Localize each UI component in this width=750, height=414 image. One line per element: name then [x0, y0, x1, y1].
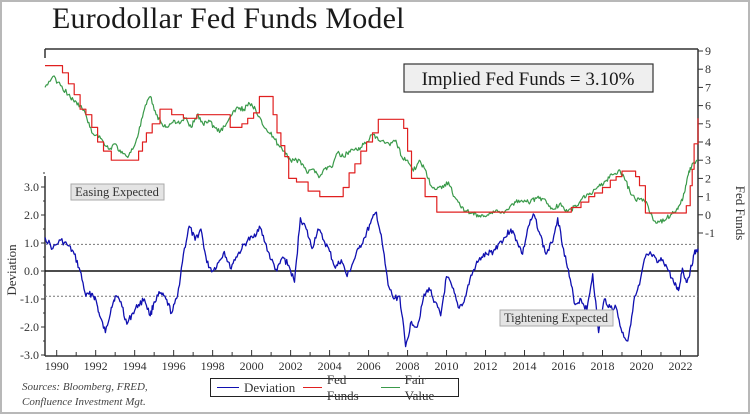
y-right-tick-label: 1 — [705, 190, 711, 204]
x-tick-label: 1992 — [84, 359, 108, 373]
y-right-tick-label: 3 — [705, 153, 711, 167]
x-tick-label: 2006 — [357, 359, 381, 373]
implied-fed-funds-box: Implied Fed Funds = 3.10% — [403, 63, 654, 93]
y-left-tick-label: 1.0 — [24, 236, 39, 250]
y-right-tick-label: 6 — [705, 99, 711, 113]
legend-swatch-fair-value — [381, 387, 400, 388]
x-tick-label: 2018 — [590, 359, 614, 373]
y-left-tick-label: 0.0 — [24, 264, 39, 278]
legend-item-fair-value: Fair Value — [381, 372, 450, 404]
sources-line-1: Sources: Bloomberg, FRED, — [22, 381, 148, 393]
easing-label: Easing Expected — [75, 185, 159, 199]
fed-funds-line — [45, 65, 699, 214]
y-right-tick-label: 9 — [705, 44, 711, 58]
y-right-tick-label: 0 — [705, 208, 711, 222]
y-left-tick-label: 2.0 — [24, 208, 39, 222]
legend-swatch-deviation — [217, 387, 239, 388]
legend: Deviation Fed Funds Fair Value — [210, 372, 459, 403]
legend-label-fair-value: Fair Value — [404, 371, 435, 403]
x-tick-label: 2020 — [629, 359, 653, 373]
x-tick-label: 2000 — [240, 359, 264, 373]
y-left-tick-label: -3.0 — [20, 348, 39, 362]
y-left-axis-title: Deviation — [4, 244, 19, 296]
y-left-tick-label: -2.0 — [20, 320, 39, 334]
sources-note: Sources: Bloomberg, FRED, Confluence Inv… — [22, 380, 148, 410]
x-tick-label: 2004 — [318, 359, 342, 373]
legend-label-deviation: Deviation — [244, 379, 296, 395]
x-tick-label: 2002 — [279, 359, 303, 373]
tightening-label: Tightening Expected — [504, 311, 609, 325]
x-tick-label: 2008 — [396, 359, 420, 373]
y-right-tick-label: 5 — [705, 117, 711, 131]
y-right-tick-label: -1 — [705, 226, 715, 240]
x-tick-label: 1994 — [123, 359, 147, 373]
tightening-label-box: Tightening Expected — [499, 309, 614, 327]
y-left-tick-label: 3.0 — [24, 180, 39, 194]
legend-item-deviation: Deviation — [217, 380, 295, 396]
legend-swatch-fed-funds — [303, 387, 322, 388]
implied-fed-funds-text: Implied Fed Funds = 3.10% — [422, 69, 635, 90]
y-right-tick-label: 7 — [705, 80, 711, 94]
x-tick-label: 1990 — [45, 359, 69, 373]
y-right-tick-label: 4 — [705, 135, 711, 149]
y-right-tick-label: 8 — [705, 62, 711, 76]
easing-label-box: Easing Expected — [70, 183, 165, 201]
x-tick-label: 2016 — [552, 359, 576, 373]
x-tick-label: 2014 — [513, 359, 537, 373]
deviation-line — [44, 211, 699, 348]
x-tick-label: 2022 — [668, 359, 692, 373]
x-tick-label: 1996 — [162, 359, 186, 373]
legend-label-fed-funds: Fed Funds — [326, 371, 359, 403]
legend-item-fed-funds: Fed Funds — [303, 372, 373, 404]
y-left-tick-label: -1.0 — [20, 292, 39, 306]
sources-line-2: Confluence Investment Mgt. — [22, 396, 146, 408]
chart-title: Eurodollar Fed Funds Model — [52, 2, 405, 35]
x-tick-label: 1998 — [201, 359, 225, 373]
x-tick-label: 2012 — [474, 359, 498, 373]
x-tick-label: 2010 — [435, 359, 459, 373]
y-right-tick-label: 2 — [705, 171, 711, 185]
y-right-axis-title: Fed Funds — [733, 186, 748, 241]
